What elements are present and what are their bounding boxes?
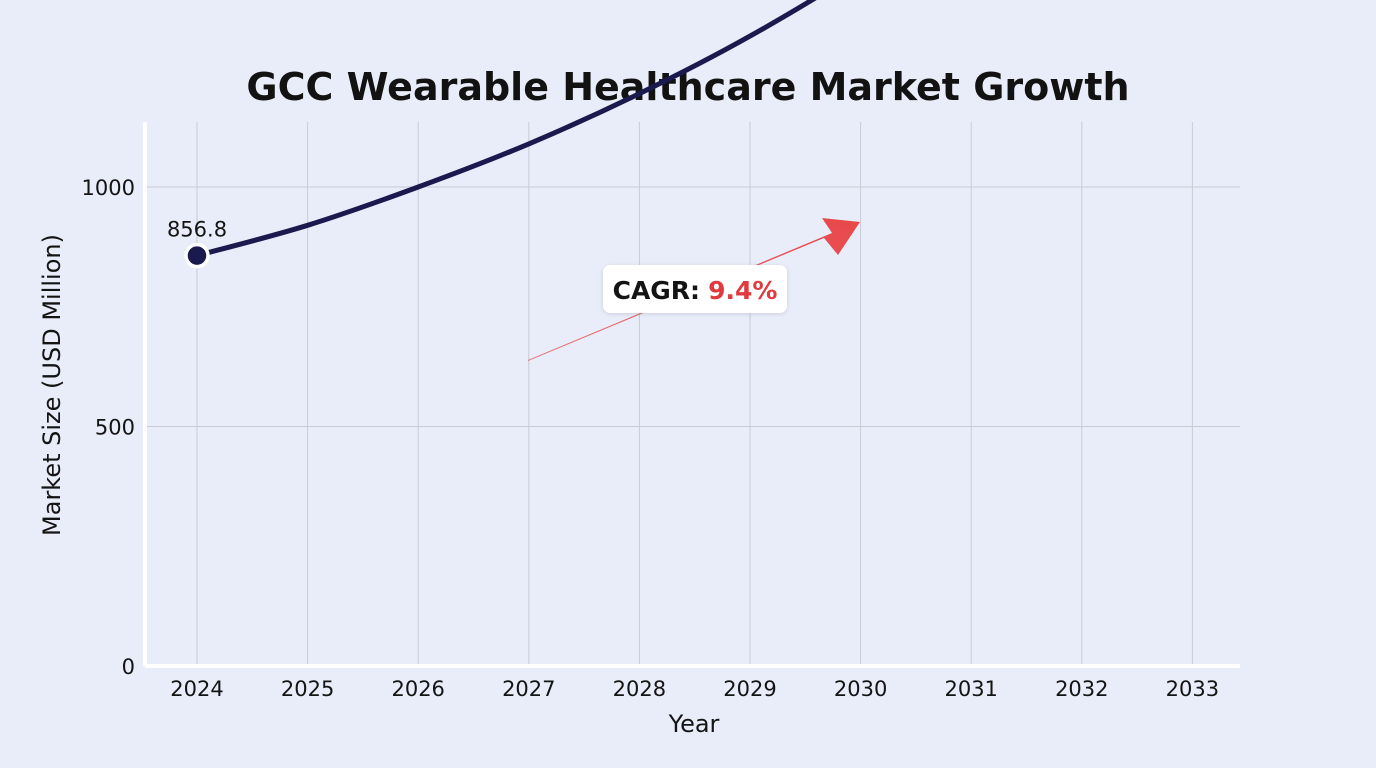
x-tick-labels: 2024 2025 2026 2027 2028 2029 2030 2031 2032 2033: [170, 677, 1219, 701]
cagr-annotation: CAGR: 9.4%: [603, 265, 787, 313]
x-tick-label: 2033: [1166, 677, 1219, 701]
data-labels: 856.82070.42: [167, 218, 227, 242]
cagr-text: CAGR: 9.4%: [613, 276, 778, 305]
chart-title: GCC Wearable Healthcare Market Growth: [246, 65, 1129, 109]
x-tick-label: 2026: [391, 677, 444, 701]
y-tick-labels: 0500100015002000: [82, 176, 135, 679]
y-axis-title: Market Size (USD Million): [38, 234, 66, 536]
x-tick-label: 2031: [944, 677, 997, 701]
x-tick-label: 2029: [723, 677, 776, 701]
y-tick-label: 1000: [82, 176, 135, 200]
x-tick-label: 2028: [613, 677, 666, 701]
data-point: [184, 242, 210, 269]
data-points: [184, 242, 210, 269]
cagr-value: 9.4%: [708, 276, 777, 305]
y-tick-label: 0: [122, 655, 135, 679]
cagr-box: [603, 265, 787, 313]
x-tick-label: 2032: [1055, 677, 1108, 701]
gridlines: [145, 122, 1240, 666]
x-tick-label: 2024: [170, 677, 223, 701]
x-axis-title: Year: [668, 710, 720, 738]
x-tick-label: 2030: [834, 677, 887, 701]
series-line: [194, 0, 817, 259]
cagr-label: CAGR:: [613, 276, 700, 305]
y-tick-label: 500: [95, 416, 135, 440]
series-line-group: [194, 0, 817, 259]
x-tick-label: 2025: [281, 677, 334, 701]
cagr-arrow-shape: [528, 218, 860, 361]
cagr-arrow: [528, 218, 860, 361]
data-label: 856.8: [167, 218, 227, 242]
x-tick-label: 2027: [502, 677, 555, 701]
